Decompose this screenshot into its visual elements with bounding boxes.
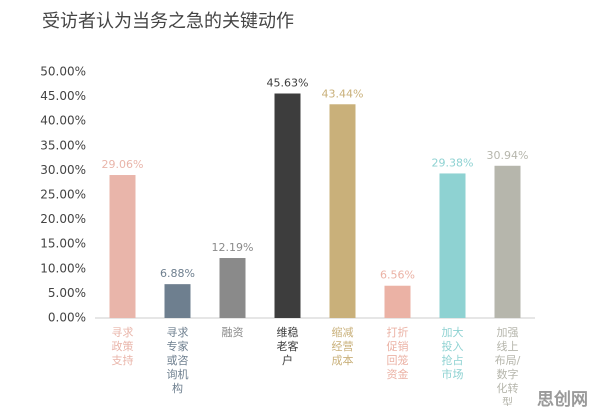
y-tick-label: 25.00%: [40, 188, 86, 202]
y-tick-label: 5.00%: [48, 286, 86, 300]
y-tick-label: 45.00%: [40, 89, 86, 103]
x-tick-label: 缩减经营成本: [331, 326, 354, 367]
value-label: 29.38%: [432, 156, 474, 169]
value-label: 6.56%: [380, 269, 415, 282]
bar: [164, 284, 191, 318]
x-tick-label: 加大投入抢占市场: [441, 326, 464, 381]
x-tick-label-box: 打折促销回笼资金: [386, 326, 409, 381]
x-tick-label-box: 寻求政策支持: [111, 326, 134, 367]
bar: [439, 173, 466, 318]
x-tick-label-box: 融资: [221, 326, 244, 339]
value-label: 29.06%: [102, 158, 144, 171]
y-tick-label: 20.00%: [40, 212, 86, 226]
x-tick-label-box: 加大投入抢占市场: [441, 326, 464, 381]
bar: [219, 258, 246, 318]
y-tick-label: 35.00%: [40, 138, 86, 152]
watermark: 思创网: [537, 389, 588, 410]
chart-title: 受访者认为当务之急的关键动作: [42, 11, 294, 32]
x-tick-label: 融资: [221, 326, 244, 339]
x-tick-label: 寻求专家或咨询机构: [166, 326, 189, 395]
x-tick-label-box: 加强线上布局/数字化转型: [495, 326, 521, 406]
bar: [329, 104, 356, 318]
bar: [109, 175, 136, 318]
x-tick-label-box: 缩减经营成本: [331, 326, 354, 367]
x-tick-label: 打折促销回笼资金: [386, 326, 409, 381]
x-tick-label: 维稳老客户: [276, 326, 299, 367]
y-tick-label: 10.00%: [40, 261, 86, 275]
x-tick-label: 加强线上布局/数字化转型: [494, 326, 521, 406]
value-label: 6.88%: [160, 267, 195, 280]
value-label: 45.63%: [267, 77, 309, 90]
value-label: 12.19%: [212, 241, 254, 254]
bar: [274, 93, 301, 318]
y-tick-label: 50.00%: [40, 65, 86, 79]
bar: [384, 285, 411, 318]
y-tick-label: 30.00%: [40, 163, 86, 177]
x-tick-label-box: 寻求专家或咨询机构: [166, 326, 189, 395]
y-tick-label: 0.00%: [48, 311, 86, 325]
x-tick-label-box: 维稳老客户: [276, 326, 299, 367]
x-tick-label: 寻求政策支持: [111, 326, 134, 367]
value-label: 43.44%: [322, 87, 364, 100]
bar: [494, 165, 521, 318]
value-label: 30.94%: [487, 149, 529, 162]
y-tick-label: 40.00%: [40, 114, 86, 128]
y-tick-label: 15.00%: [40, 237, 86, 251]
